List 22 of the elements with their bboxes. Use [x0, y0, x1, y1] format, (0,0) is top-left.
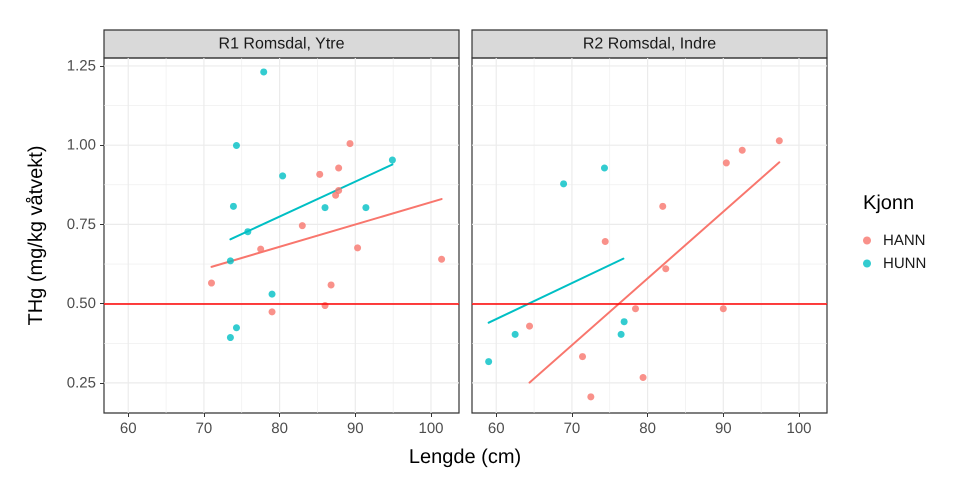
chart-title: R2 Romsdal, Indre [582, 36, 716, 52]
x-tick-label: 100 [418, 420, 444, 437]
x-tick-label: 70 [196, 420, 212, 437]
chart-title: R1 Romsdal, Ytre [218, 36, 345, 52]
legend-title: Kjonn [863, 192, 914, 214]
y-tick-label: 0.75 [66, 216, 96, 233]
y-tick-label: 1.00 [66, 136, 96, 154]
x-tick-label: 60 [488, 420, 505, 437]
y-axis-title: THg (mg/kg våtvekt) [25, 145, 47, 326]
x-tick-label: 90 [714, 420, 732, 437]
x-tick-label: 60 [120, 420, 137, 437]
legend-label: HANN [883, 232, 926, 249]
x-tick-label: 80 [639, 420, 656, 437]
x-tick-label: 80 [271, 420, 288, 437]
y-tick-label: 0.50 [66, 295, 96, 312]
x-axis-title: Lengde (cm) [408, 446, 522, 469]
x-tick-label: 100 [786, 420, 812, 437]
y-tick-label: 0.25 [66, 374, 96, 392]
legend-label: HUNN [883, 255, 926, 272]
x-tick-label: 70 [564, 420, 580, 437]
x-tick-label: 90 [346, 420, 364, 437]
y-tick-label: 1.25 [66, 57, 96, 74]
